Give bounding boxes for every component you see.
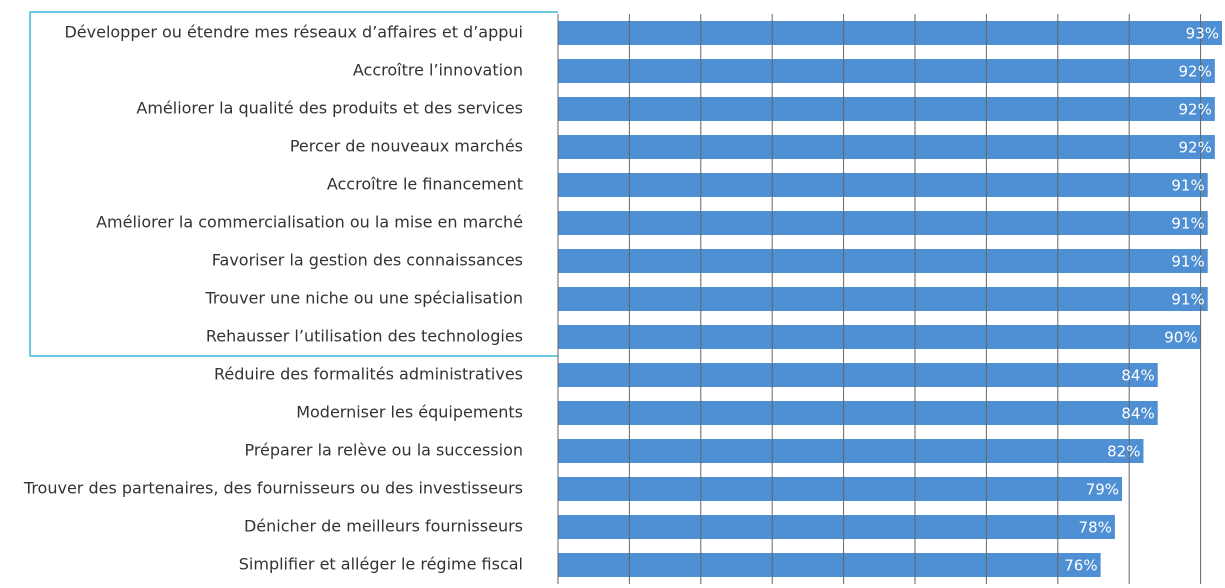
bar	[558, 21, 1222, 45]
category-label: Rehausser l’utilisation des technologies	[206, 327, 523, 346]
bar	[558, 211, 1208, 235]
value-label: 93%	[1186, 25, 1219, 43]
value-label: 84%	[1121, 367, 1154, 385]
bar	[558, 97, 1215, 121]
bar	[558, 401, 1158, 425]
category-label: Accroître l’innovation	[353, 61, 523, 80]
category-label: Dénicher de meilleurs fournisseurs	[244, 517, 523, 536]
bar	[558, 515, 1115, 539]
category-label: Trouver une niche ou une spécialisation	[204, 289, 523, 308]
category-label: Préparer la relève ou la succession	[244, 441, 523, 460]
category-label: Simplifier et alléger le régime fiscal	[239, 555, 523, 574]
bar	[558, 439, 1144, 463]
value-label: 92%	[1179, 63, 1212, 81]
category-label: Améliorer la qualité des produits et des…	[136, 99, 523, 118]
value-label: 91%	[1171, 291, 1204, 309]
bar	[558, 59, 1215, 83]
category-label: Accroître le financement	[327, 175, 523, 194]
category-label: Améliorer la commercialisation ou la mis…	[96, 213, 523, 232]
value-label: 91%	[1171, 253, 1204, 271]
category-label: Favoriser la gestion des connaissances	[212, 251, 523, 270]
value-label: 82%	[1107, 443, 1140, 461]
value-label: 92%	[1179, 101, 1212, 119]
category-label: Réduire des formalités administratives	[214, 365, 523, 384]
bar	[558, 553, 1101, 577]
value-label: 91%	[1171, 177, 1204, 195]
category-label: Développer ou étendre mes réseaux d’affa…	[64, 23, 523, 42]
value-label: 78%	[1079, 519, 1112, 537]
value-label: 79%	[1086, 481, 1119, 499]
bar	[558, 249, 1208, 273]
bar	[558, 363, 1158, 387]
value-label: 90%	[1164, 329, 1197, 347]
bar	[558, 173, 1208, 197]
value-label: 92%	[1179, 139, 1212, 157]
bar	[558, 135, 1215, 159]
category-label: Trouver des partenaires, des fournisseur…	[23, 479, 523, 498]
value-label: 76%	[1064, 557, 1097, 575]
bar	[558, 325, 1201, 349]
category-label: Percer de nouveaux marchés	[290, 137, 523, 156]
category-label: Moderniser les équipements	[296, 403, 523, 422]
highlight-box	[29, 11, 558, 357]
bar	[558, 287, 1208, 311]
value-label: 84%	[1121, 405, 1154, 423]
value-label: 91%	[1171, 215, 1204, 233]
bar	[558, 477, 1123, 501]
